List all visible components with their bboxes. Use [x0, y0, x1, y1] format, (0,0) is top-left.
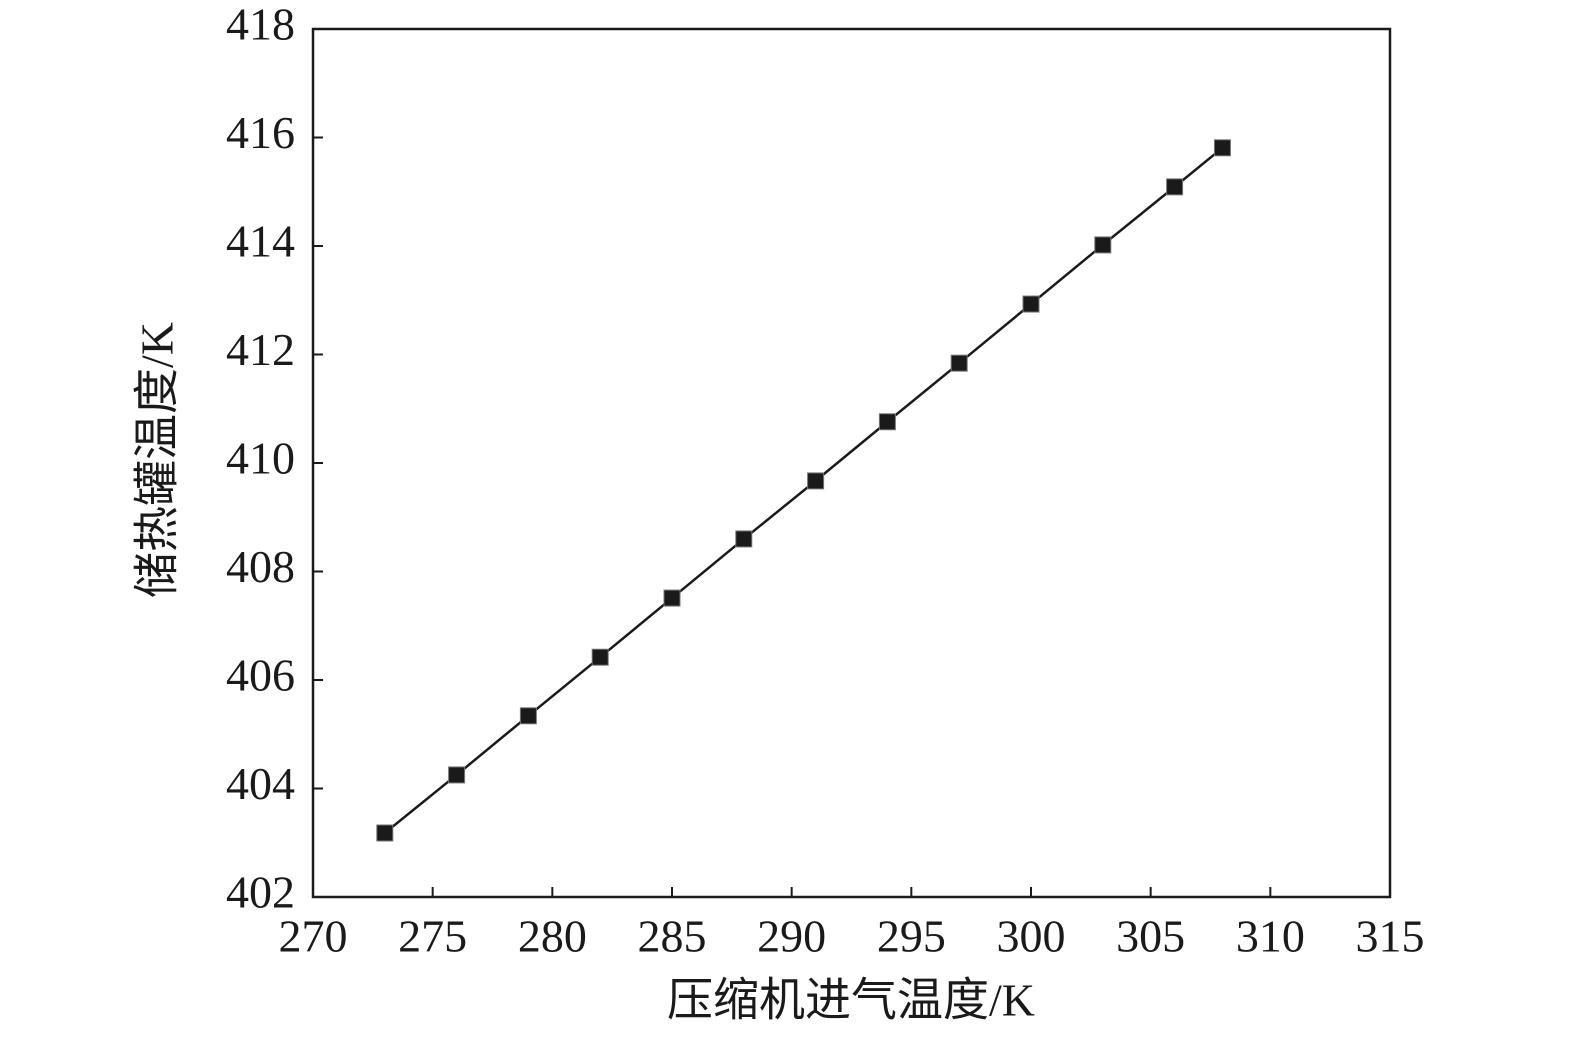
- x-tick-label: 280: [518, 911, 587, 962]
- x-tick-label: 285: [638, 911, 707, 962]
- x-tick-label: 275: [398, 911, 467, 962]
- x-tick-label: 300: [997, 911, 1066, 962]
- y-tick-label: 404: [226, 758, 295, 809]
- y-tick-label: 402: [226, 867, 295, 918]
- y-tick-label: 412: [226, 324, 295, 375]
- y-tick-label: 408: [226, 541, 295, 592]
- x-tick-label: 310: [1236, 911, 1305, 962]
- data-point: [448, 766, 466, 784]
- data-point: [950, 354, 968, 372]
- x-axis-label: 压缩机进气温度/K: [667, 975, 1035, 1026]
- y-tick-label: 406: [226, 650, 295, 701]
- data-point: [735, 530, 753, 548]
- x-tick-label: 295: [877, 911, 946, 962]
- x-tick-label: 305: [1116, 911, 1185, 962]
- x-tick-label: 270: [279, 911, 348, 962]
- data-point: [878, 413, 896, 431]
- data-point: [519, 707, 537, 725]
- y-tick-label: 410: [226, 433, 295, 484]
- y-tick-label: 418: [226, 0, 295, 50]
- y-tick-label: 414: [226, 216, 295, 267]
- y-axis-label: 储热罐温度/K: [132, 322, 183, 598]
- plot-frame: [311, 27, 1392, 899]
- data-point: [1166, 178, 1184, 196]
- x-tick-label: 315: [1356, 911, 1425, 962]
- data-point: [1213, 139, 1231, 157]
- data-point: [1022, 295, 1040, 313]
- data-point: [591, 648, 609, 666]
- y-tick-label: 416: [226, 107, 295, 158]
- data-point: [807, 472, 825, 490]
- data-point: [1094, 236, 1112, 254]
- x-tick-label: 290: [757, 911, 826, 962]
- data-point: [663, 589, 681, 607]
- data-point: [376, 824, 394, 842]
